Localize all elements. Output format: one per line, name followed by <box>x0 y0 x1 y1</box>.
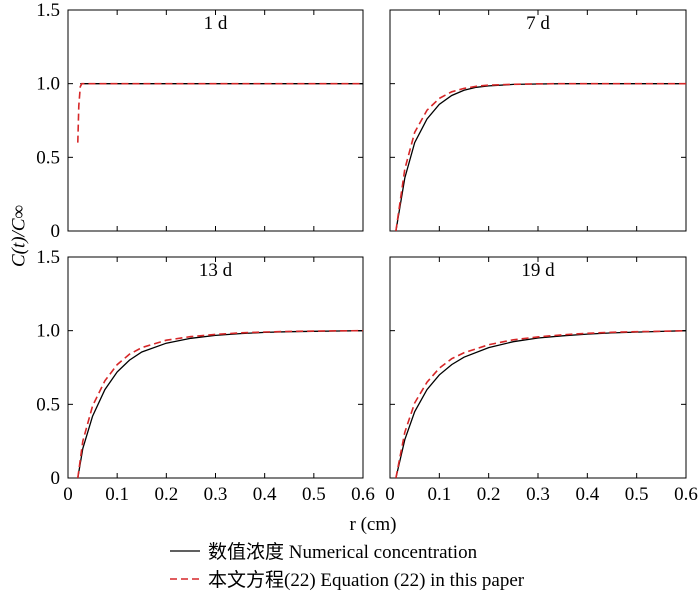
x-tick-label: 0.5 <box>302 484 326 505</box>
legend: 数值浓度 Numerical concentration 本文方程(22) Eq… <box>170 541 525 591</box>
panel-3: 0 0.1 0.2 0.3 0.4 0.5 0.6 19 d <box>385 256 698 505</box>
x-tick-label: 0.4 <box>253 484 277 505</box>
series-line-equation <box>77 82 363 143</box>
series-line-equation <box>395 329 687 479</box>
series-line-equation <box>395 82 686 232</box>
panel-frame <box>67 256 364 479</box>
panel-title: 13 d <box>199 260 233 281</box>
series-line-equation <box>77 329 364 479</box>
panel-0: 0 0.5 1.0 1.5 1 d <box>36 0 364 242</box>
x-tick-label: 0.6 <box>351 484 375 505</box>
x-tick-label: 0.5 <box>625 484 649 505</box>
y-tick-label: 0.5 <box>36 394 60 415</box>
y-tick-label: 1.5 <box>36 247 60 268</box>
x-tick-label: 0 <box>385 484 395 505</box>
x-tick-label: 0.4 <box>575 484 599 505</box>
legend-label-numerical: 数值浓度 Numerical concentration <box>208 541 478 563</box>
x-tick-label: 0.1 <box>427 484 451 505</box>
y-tick-label: 0 <box>51 468 61 489</box>
x-tick-label: 0.2 <box>154 484 178 505</box>
y-tick-label: 0.5 <box>36 147 60 168</box>
panel-1: 7 d <box>389 9 687 232</box>
x-tick-label: 0.3 <box>526 484 550 505</box>
x-tick-label: 0 <box>63 484 73 505</box>
panel-frame <box>389 256 687 479</box>
y-tick-label: 0 <box>51 221 61 242</box>
panel-frame <box>389 9 687 232</box>
panel-title: 1 d <box>204 13 228 34</box>
y-axis-label-text: C(t)/C∞ <box>8 205 29 267</box>
x-tick-label: 0.6 <box>674 484 698 505</box>
panel-2: 0 0.1 0.2 0.3 0.4 0.5 0.6 0 0.5 1.0 1.5 13 d <box>36 247 375 505</box>
y-tick-label: 1.0 <box>36 74 60 95</box>
panels-layer: 0 0.5 1.0 1.5 1 d 7 d 0 0.1 0.2 0.3 0.4 0.5 0.6 0 0.5 1… <box>36 0 698 505</box>
panel-frame <box>67 9 364 232</box>
series-line-numerical <box>77 330 364 479</box>
series-line-numerical <box>395 330 687 479</box>
y-tick-label: 1.5 <box>36 0 60 21</box>
x-tick-label: 0.3 <box>204 484 228 505</box>
panel-title: 7 d <box>526 13 550 34</box>
y-tick-label: 1.0 <box>36 321 60 342</box>
x-tick-label: 0.1 <box>105 484 129 505</box>
x-axis-label: r (cm) <box>350 514 397 535</box>
panel-title: 19 d <box>521 260 555 281</box>
series-line-numerical <box>395 83 686 232</box>
legend-label-equation: 本文方程(22) Equation (22) in this paper <box>208 569 525 591</box>
y-axis-label: C(t)/C∞ <box>8 205 29 267</box>
x-tick-label: 0.2 <box>477 484 501 505</box>
